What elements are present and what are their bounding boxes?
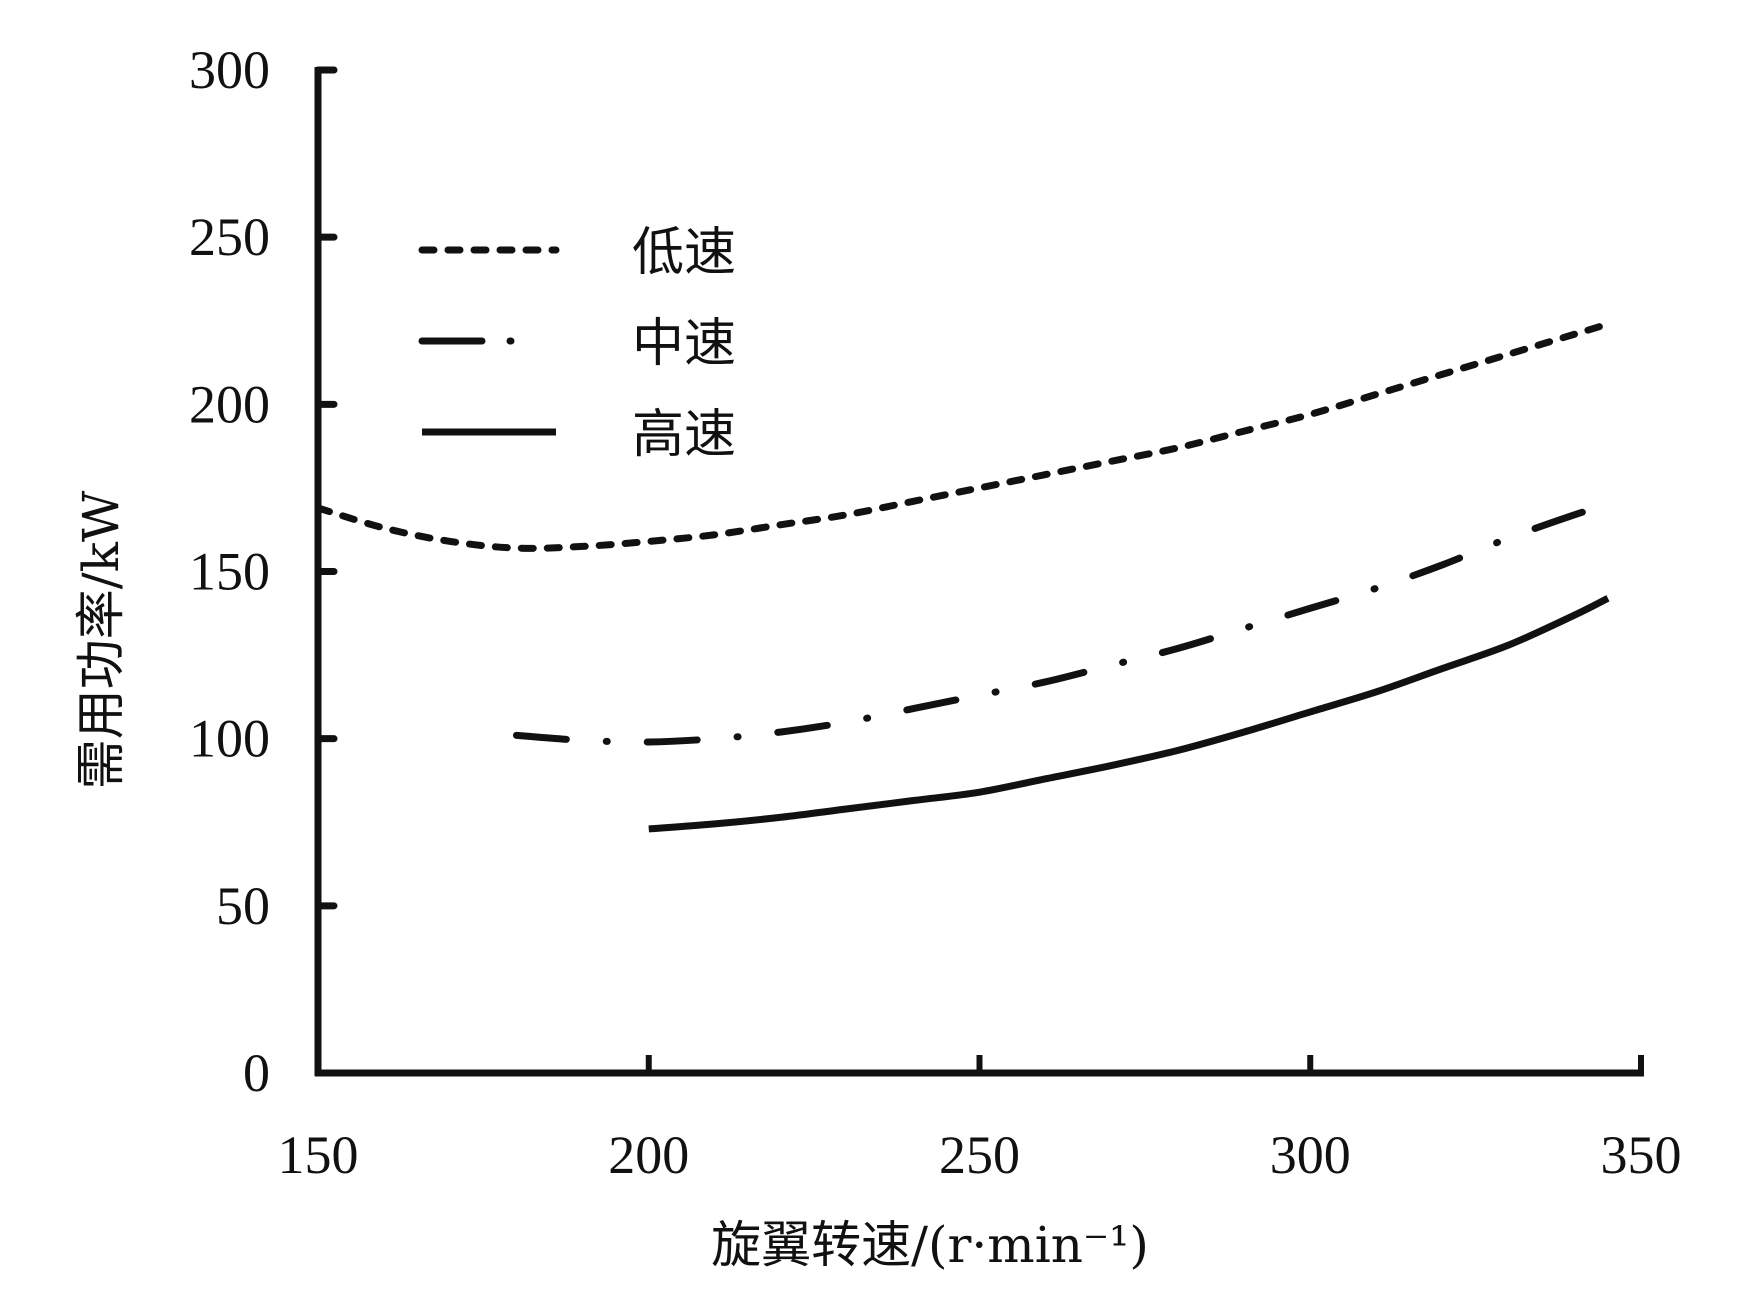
series-line-1 [314, 320, 1612, 552]
y-tick-label: 50 [216, 876, 270, 936]
x-axis-title: 旋翼转速/(r·min⁻¹) [711, 1216, 1149, 1274]
legend-label: 中速 [632, 314, 736, 374]
y-tick-label: 100 [189, 709, 270, 769]
series-line-3 [648, 595, 1610, 833]
x-tick-label: 350 [1601, 1125, 1682, 1185]
axes: 0 50 100 150 200 250 300 150 200 250 300 350 [189, 40, 1682, 1185]
y-tick-label: 0 [243, 1043, 270, 1103]
x-tick-label: 250 [939, 1125, 1020, 1185]
y-tick-label: 250 [189, 207, 270, 267]
legend-label: 高速 [632, 405, 736, 465]
x-tick-label: 150 [278, 1125, 359, 1185]
y-tick-label: 200 [189, 374, 270, 434]
series-group [314, 320, 1612, 833]
y-axis-title: 需用功率/kW [72, 490, 130, 789]
legend-label: 低速 [632, 223, 736, 283]
x-tick-label: 200 [608, 1125, 689, 1185]
series-line-2 [512, 501, 1612, 746]
y-tick-label: 150 [189, 542, 270, 602]
y-tick-label: 300 [189, 40, 270, 100]
x-tick-label: 300 [1270, 1125, 1351, 1185]
